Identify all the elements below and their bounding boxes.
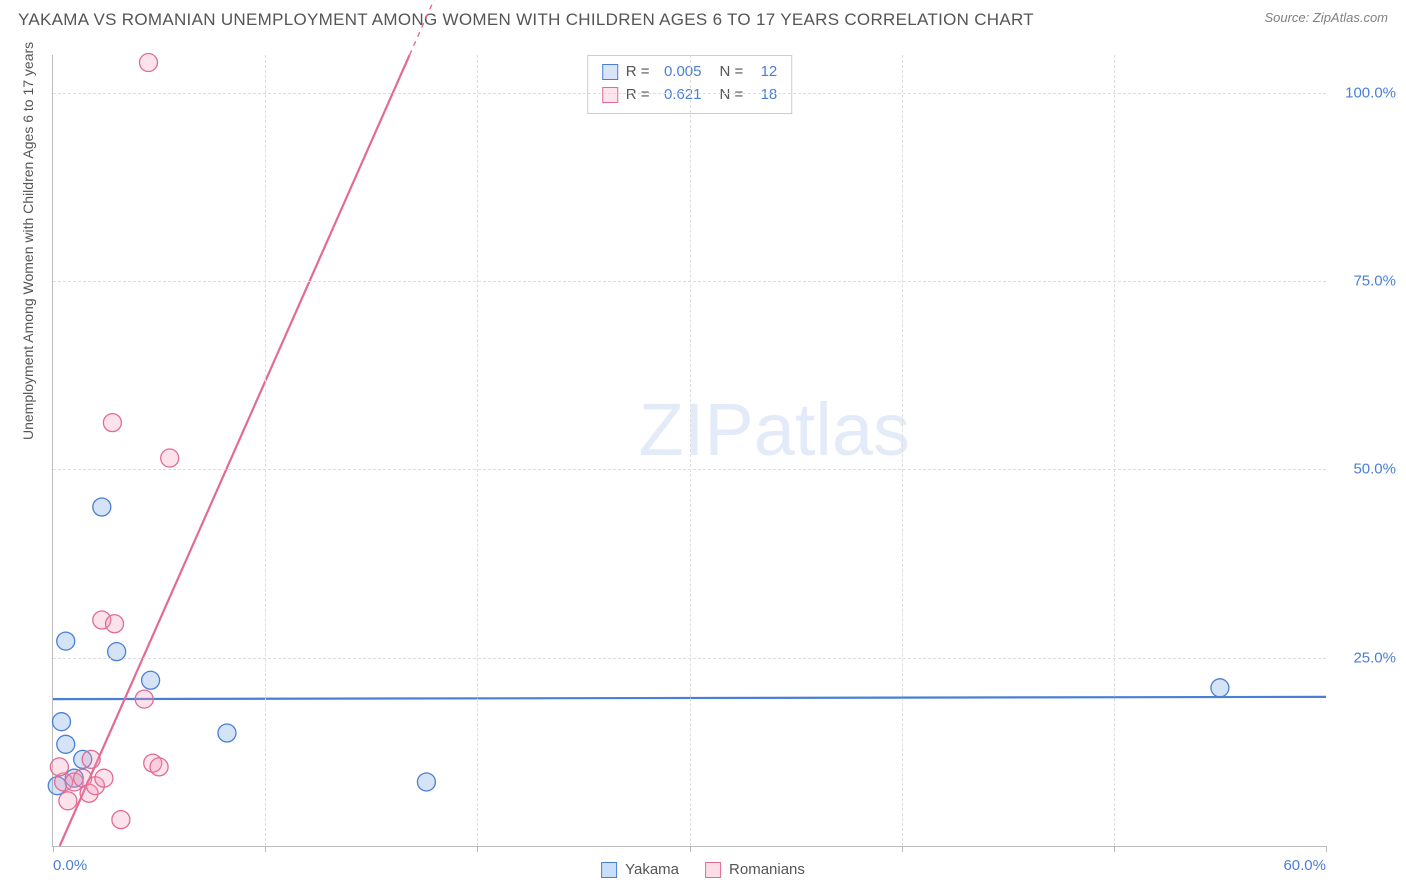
data-point: [50, 758, 68, 776]
legend-label: Romanians: [729, 861, 805, 878]
data-point: [57, 632, 75, 650]
chart-title: YAKAMA VS ROMANIAN UNEMPLOYMENT AMONG WO…: [18, 10, 1034, 30]
legend-swatch: [705, 862, 721, 878]
stat-n-value: 18: [751, 83, 777, 106]
data-point: [161, 449, 179, 467]
x-tick-mark: [690, 846, 691, 852]
data-point: [52, 713, 70, 731]
data-point: [59, 792, 77, 810]
x-tick-mark: [53, 846, 54, 852]
data-point: [112, 811, 130, 829]
x-tick-mark: [265, 846, 266, 852]
data-point: [106, 615, 124, 633]
legend-item: Romanians: [705, 861, 805, 878]
y-tick-label: 100.0%: [1336, 84, 1396, 101]
data-point: [103, 414, 121, 432]
data-point: [135, 690, 153, 708]
stat-n-value: 12: [751, 60, 777, 83]
data-point: [95, 769, 113, 787]
data-point: [139, 54, 157, 72]
stat-r-label: R =: [626, 60, 650, 83]
chart-header: YAKAMA VS ROMANIAN UNEMPLOYMENT AMONG WO…: [18, 10, 1388, 30]
y-tick-label: 50.0%: [1336, 461, 1396, 478]
gridline-vertical: [1114, 55, 1115, 846]
data-point: [150, 758, 168, 776]
y-tick-label: 25.0%: [1336, 649, 1396, 666]
series-legend: Yakama Romanians: [601, 861, 805, 878]
stat-r-label: R =: [626, 83, 650, 106]
stat-r-value: 0.005: [658, 60, 702, 83]
data-point: [142, 671, 160, 689]
data-point: [218, 724, 236, 742]
chart-plot-area: ZIPatlas R =0.005N =12R =0.621N =18 25.0…: [52, 55, 1326, 847]
legend-swatch: [601, 862, 617, 878]
gridline-vertical: [690, 55, 691, 846]
stat-r-value: 0.621: [658, 83, 702, 106]
data-point: [93, 498, 111, 516]
x-tick-mark: [477, 846, 478, 852]
legend-item: Yakama: [601, 861, 679, 878]
x-tick-mark: [1326, 846, 1327, 852]
legend-label: Yakama: [625, 861, 679, 878]
data-point: [57, 735, 75, 753]
legend-swatch: [602, 64, 618, 80]
x-tick-mark: [902, 846, 903, 852]
chart-source: Source: ZipAtlas.com: [1264, 10, 1388, 25]
x-tick-label: 0.0%: [53, 857, 87, 874]
gridline-vertical: [265, 55, 266, 846]
y-axis-title: Unemployment Among Women with Children A…: [20, 42, 36, 440]
gridline-vertical: [902, 55, 903, 846]
stat-n-label: N =: [720, 60, 744, 83]
gridline-vertical: [477, 55, 478, 846]
stat-n-label: N =: [720, 83, 744, 106]
legend-swatch: [602, 87, 618, 103]
data-point: [1211, 679, 1229, 697]
data-point: [82, 750, 100, 768]
x-tick-mark: [1114, 846, 1115, 852]
data-point: [417, 773, 435, 791]
y-tick-label: 75.0%: [1336, 273, 1396, 290]
x-tick-label: 60.0%: [1283, 857, 1326, 874]
